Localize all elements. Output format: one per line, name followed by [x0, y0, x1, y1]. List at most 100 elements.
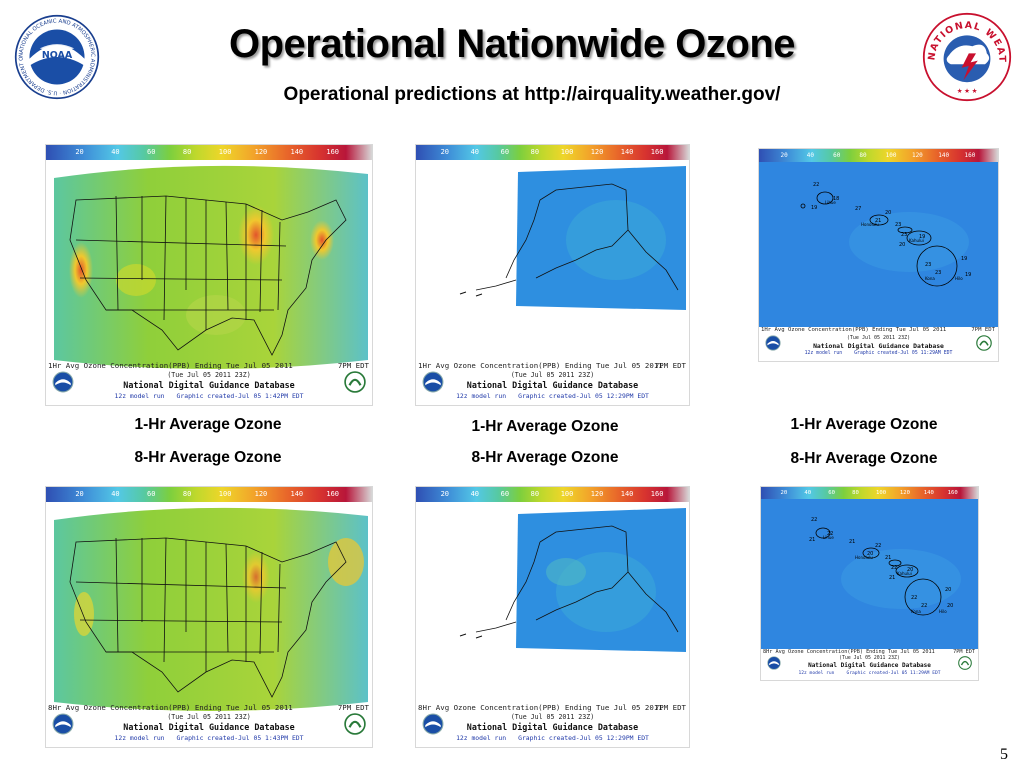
hi-value: 21 [849, 539, 855, 545]
colorbar-tick: 160 [964, 152, 976, 159]
map-panel-hawaii-1hr: 20 40 60 80 100 120 140 160 22 19 18 27 20 21 2… [758, 148, 999, 362]
hi-value: 19 [965, 272, 971, 278]
hi-value: 23 [925, 262, 931, 268]
epa-mini-logo [344, 371, 366, 393]
caption-created: Graphic created-Jul 05 1:43PM EDT [176, 734, 304, 742]
hi-value: 27 [855, 206, 861, 212]
hi-value: 19 [811, 205, 817, 211]
caption-title: 8Hr Avg Ozone Concentration(PPB) Ending … [418, 703, 663, 712]
colorbar-tick: 40 [806, 152, 815, 159]
hi-value: 22 [891, 565, 897, 571]
caption-run: 12z model run [804, 351, 843, 356]
hi-value: 22 [813, 182, 819, 188]
colorbar-tick: 80 [182, 148, 192, 156]
label-conus-8hr: 8-Hr Average Ozone [134, 449, 282, 466]
nws-stars: ★ ★ ★ [957, 88, 977, 95]
hi-value: 20 [945, 587, 951, 593]
colorbar-tick: 140 [290, 148, 304, 156]
hi-value: 22 [827, 531, 833, 537]
colorbar-tick: 40 [470, 148, 480, 156]
caption-database: National Digital Guidance Database [466, 722, 639, 732]
colorbar-tick: 120 [899, 490, 910, 496]
colorbar-tick: 60 [833, 152, 841, 159]
hi-value: 18 [833, 196, 839, 202]
colorbar-tick: 120 [911, 152, 923, 159]
map-caption: 1Hr Avg Ozone Concentration(PPB) Ending … [416, 361, 689, 405]
colorbar-tick: 60 [500, 490, 510, 498]
caption-title: 1Hr Avg Ozone Concentration(PPB) Ending … [48, 361, 293, 370]
caption-created: Graphic created-Jul 05 11:29AM EDT [846, 671, 941, 676]
caption-time: 7PM EDT [654, 361, 686, 370]
map-caption: 1Hr Avg Ozone Concentration(PPB) Ending … [759, 327, 998, 361]
hi-value: 20 [899, 242, 905, 248]
caption-created: Graphic created-Jul 05 12:29PM EDT [518, 392, 649, 400]
conus-ozone-map [54, 507, 368, 711]
hi-value: 21 [809, 537, 815, 543]
hi-value: 20 [947, 603, 953, 609]
map-panel-conus-1hr: 20 40 60 80 100 120 140 160 1Hr Avg Ozone Conce… [45, 144, 373, 406]
alaska-ozone-map [459, 508, 686, 652]
caption-title: 8Hr Avg Ozone Concentration(PPB) Ending … [763, 649, 935, 655]
hi-value: 23 [935, 270, 941, 276]
hi-value: 22 [811, 517, 817, 523]
label-alaska-1hr: 1-Hr Average Ozone [471, 418, 619, 435]
page-subtitle: Operational predictions at http://airqua… [283, 84, 781, 105]
caption-run: 12z model run [456, 734, 507, 742]
colorbar-tick: 80 [182, 490, 192, 498]
caption-title: 1Hr Avg Ozone Concentration(PPB) Ending … [418, 361, 663, 370]
colorbar-tick: 140 [290, 490, 304, 498]
map-caption: 8Hr Avg Ozone Concentration(PPB) Ending … [46, 703, 372, 747]
hi-place: Kona [925, 276, 935, 281]
caption-utc: (Tue Jul 05 2011 23Z) [167, 371, 251, 379]
colorbar: 20 40 60 80 100 120 140 160 [46, 487, 372, 502]
colorbar-tick: 40 [111, 148, 120, 156]
hi-value: 23 [901, 232, 907, 238]
caption-time: 7PM EDT [337, 361, 369, 370]
colorbar-tick: 120 [590, 490, 604, 498]
colorbar: 20 40 60 80 100 120 140 160 [761, 487, 978, 499]
colorbar-tick: 60 [500, 148, 510, 156]
map-panel-conus-8hr: 20 40 60 80 100 120 140 160 8Hr Avg Ozone Conce… [45, 486, 373, 748]
colorbar-tick: 120 [254, 490, 268, 498]
colorbar-tick: 80 [530, 148, 540, 156]
caption-time: 7PM EDT [971, 327, 995, 333]
map-panel-alaska-1hr: 20 40 60 80 100 120 140 160 1Hr Avg Ozone Conce… [415, 144, 690, 406]
caption-database: National Digital Guidance Database [466, 380, 639, 390]
noaa-mini-logo [52, 713, 74, 735]
hi-value: 22 [911, 595, 917, 601]
colorbar-tick: 40 [470, 490, 480, 498]
caption-database: National Digital Guidance Database [123, 722, 295, 732]
colorbar-tick: 140 [938, 152, 950, 159]
page-number: 5 [1000, 746, 1008, 763]
colorbar-tick: 100 [218, 490, 232, 498]
label-hawaii-1hr: 1-Hr Average Ozone [790, 416, 938, 433]
map-panel-alaska-8hr: 20 40 60 80 100 120 140 160 8Hr Avg Ozone Conce… [415, 486, 690, 748]
caption-database: National Digital Guidance Database [813, 342, 944, 350]
colorbar-tick: 80 [530, 490, 540, 498]
colorbar-tick: 140 [620, 490, 634, 498]
colorbar-tick: 100 [560, 490, 574, 498]
hi-place: Kahului [909, 238, 924, 243]
conus-ozone-map [54, 165, 368, 369]
colorbar-tick: 20 [440, 490, 449, 498]
colorbar-tick: 60 [147, 148, 156, 156]
colorbar-tick: 140 [620, 148, 634, 156]
alaska-ozone-map [459, 166, 686, 310]
map-caption: 8Hr Avg Ozone Concentration(PPB) Ending … [761, 649, 978, 680]
colorbar-tick: 20 [75, 148, 84, 156]
hi-value: 21 [885, 555, 891, 561]
caption-run: 12z model run [456, 392, 507, 400]
colorbar-tick: 160 [650, 148, 664, 156]
colorbar-tick: 60 [147, 490, 156, 498]
hi-place: Kahului [897, 571, 912, 576]
caption-database: National Digital Guidance Database [808, 662, 931, 669]
map-panel-hawaii-8hr: 20 40 60 80 100 120 140 160 22 21 22 21 22 20 2… [760, 486, 979, 681]
colorbar-tick: 120 [254, 148, 268, 156]
hi-place: Lihue [823, 535, 834, 540]
caption-run: 12z model run [114, 734, 165, 742]
caption-utc: (Tue Jul 05 2011 23Z) [839, 656, 900, 661]
colorbar: 20 40 60 80 100 120 140 160 [416, 487, 689, 502]
colorbar-tick: 100 [885, 152, 897, 159]
colorbar-tick: 160 [326, 148, 340, 156]
caption-utc: (Tue Jul 05 2011 23Z) [846, 335, 911, 341]
